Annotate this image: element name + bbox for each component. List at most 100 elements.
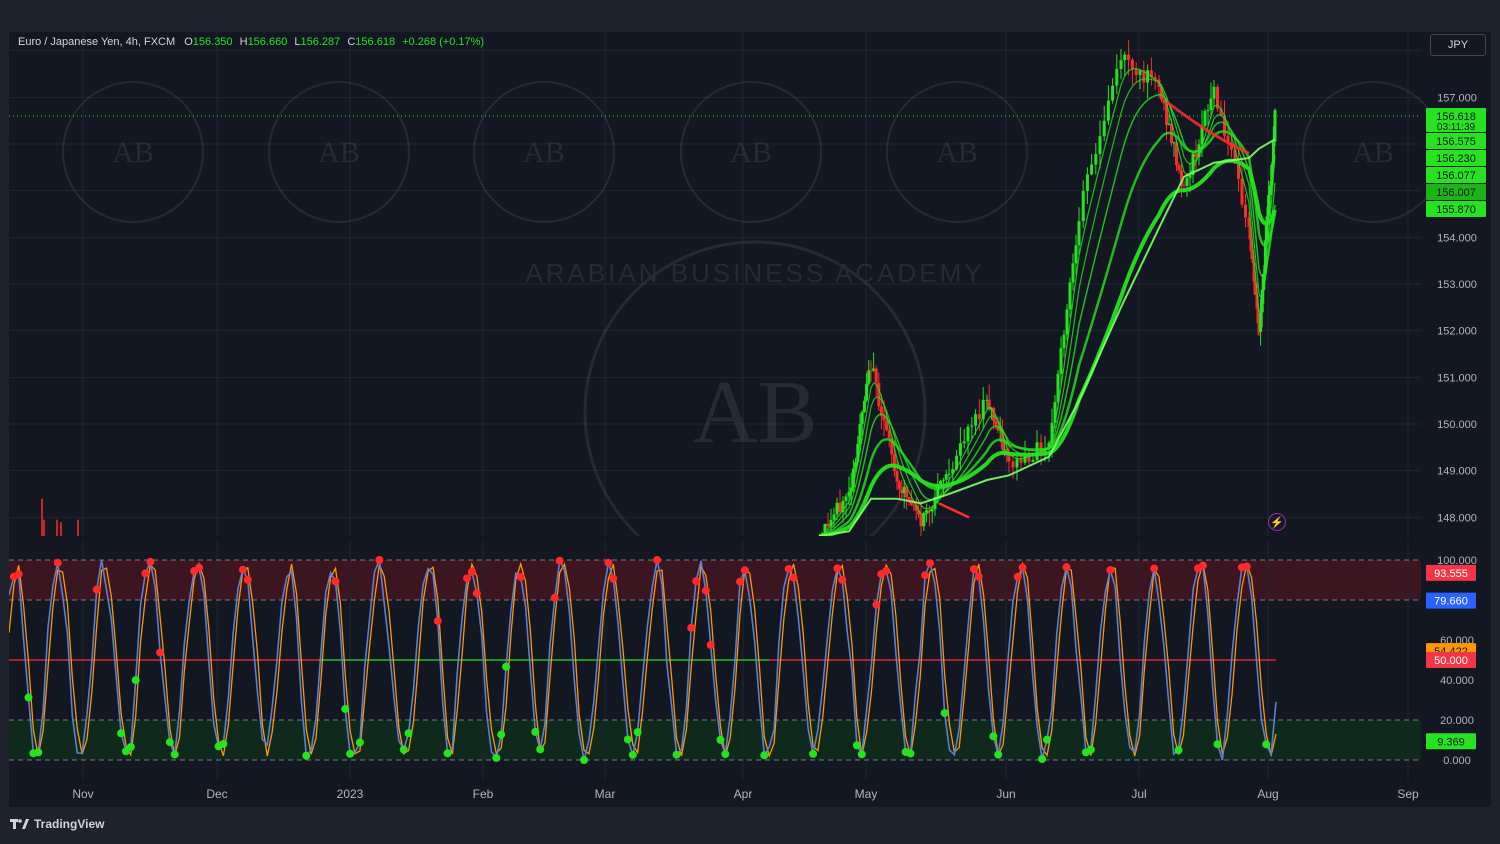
signal-dot bbox=[633, 728, 642, 737]
candle-body bbox=[1265, 216, 1269, 241]
candle-body bbox=[1149, 70, 1153, 78]
signal-dot bbox=[628, 750, 637, 759]
signal-dot bbox=[852, 741, 861, 750]
moving-average-line bbox=[818, 130, 1277, 536]
signal-dot bbox=[1150, 564, 1159, 573]
price-axis-tick: 151.000 bbox=[1437, 372, 1477, 384]
high-label: H bbox=[239, 36, 248, 48]
signal-dot bbox=[609, 574, 618, 583]
candle-body bbox=[974, 414, 978, 426]
candle-body bbox=[1071, 263, 1075, 283]
price-axis-tick: 148.000 bbox=[1437, 512, 1477, 524]
candle-body bbox=[1256, 308, 1260, 324]
signal-dot bbox=[740, 566, 749, 575]
candle-body bbox=[1259, 312, 1263, 332]
candle-body bbox=[1270, 164, 1274, 186]
signal-dot bbox=[701, 586, 710, 595]
close-value: 156.618 bbox=[355, 36, 396, 48]
high-value: 156.660 bbox=[247, 36, 288, 48]
candle-body bbox=[1271, 141, 1275, 165]
signal-dot bbox=[623, 735, 632, 744]
price-axis-tick: 152.000 bbox=[1437, 326, 1477, 338]
candle-body bbox=[944, 474, 948, 480]
candle-body bbox=[1003, 449, 1007, 451]
oscillator-axis-tick: 40.000 bbox=[1440, 675, 1474, 687]
candle-body bbox=[877, 382, 881, 407]
candle-body bbox=[930, 509, 934, 512]
price-tag-text: 156.077 bbox=[1436, 170, 1476, 182]
candle-body bbox=[962, 441, 966, 444]
candle-body bbox=[1102, 120, 1106, 137]
candle-body bbox=[955, 455, 959, 470]
watermark-emblem bbox=[473, 81, 615, 223]
candle-body bbox=[1267, 195, 1271, 217]
price-tag-countdown: 03:11:39 bbox=[1437, 122, 1476, 133]
candle-body bbox=[835, 502, 839, 515]
candle-body bbox=[1194, 153, 1198, 157]
oscillator-chart[interactable]: 100.00080.00060.00040.00020.0000.00093.5… bbox=[9, 540, 1491, 807]
candle-body bbox=[1251, 255, 1255, 263]
candle-body bbox=[1015, 458, 1019, 468]
candle-body bbox=[858, 423, 862, 444]
signal-dot bbox=[735, 577, 744, 586]
candle-body bbox=[1254, 289, 1258, 296]
candle-body bbox=[1248, 226, 1252, 240]
signal-dot bbox=[467, 567, 476, 576]
signal-dot bbox=[146, 557, 155, 566]
candle-body bbox=[905, 486, 909, 497]
candle-body bbox=[925, 510, 929, 513]
price-chart[interactable]: AB AB AB AB AB AB AB ARABIAN BUSINESS ACADEMY 15… bbox=[9, 32, 1491, 536]
signal-dot bbox=[126, 742, 135, 751]
signal-dot bbox=[195, 563, 204, 572]
candle-body bbox=[897, 481, 901, 490]
price-tag-text: 155.870 bbox=[1436, 204, 1476, 216]
candle-body bbox=[1223, 116, 1226, 136]
signal-dot bbox=[784, 564, 793, 573]
currency-button[interactable]: JPY bbox=[1430, 34, 1486, 56]
candle-body bbox=[1253, 281, 1257, 290]
candle-body bbox=[994, 420, 998, 426]
branding-text: TradingView bbox=[34, 817, 105, 831]
signal-dot bbox=[1086, 745, 1095, 754]
oscillator-value-text: 9.369 bbox=[1437, 736, 1465, 748]
tradingview-logo[interactable]: TradingView bbox=[10, 817, 104, 831]
signal-dot bbox=[497, 730, 506, 739]
signal-dot bbox=[1174, 746, 1183, 755]
signal-dot bbox=[1213, 740, 1222, 749]
time-axis-tick: 2023 bbox=[337, 787, 364, 801]
candle-body bbox=[1182, 185, 1186, 187]
candle-body bbox=[885, 420, 889, 431]
candle-body bbox=[895, 471, 899, 482]
lightning-icon[interactable]: ⚡ bbox=[1268, 513, 1286, 531]
candle-body bbox=[1027, 454, 1031, 462]
tradingview-icon bbox=[10, 818, 29, 829]
watermark-monogram: AB bbox=[730, 136, 772, 169]
candle-body bbox=[1237, 163, 1240, 179]
signal-dot bbox=[141, 569, 150, 578]
overbought-zone bbox=[9, 560, 1421, 600]
candle-body bbox=[1050, 422, 1054, 443]
signal-dot bbox=[672, 750, 681, 759]
oscillator-value-box bbox=[1426, 592, 1476, 609]
watermark-emblem bbox=[680, 81, 822, 223]
candle-body bbox=[1153, 77, 1157, 80]
signal-dot bbox=[472, 589, 481, 598]
candle-body bbox=[860, 411, 864, 424]
price-axis-tick: 150.000 bbox=[1437, 419, 1477, 431]
candle-body bbox=[892, 454, 896, 472]
candle-body bbox=[1226, 135, 1230, 144]
candle-body bbox=[832, 514, 836, 520]
candle-body bbox=[1250, 251, 1254, 256]
signal-dot bbox=[706, 640, 715, 649]
candle-body bbox=[1165, 103, 1168, 125]
oscillator-value-text: 79.660 bbox=[1434, 596, 1468, 608]
low-label: L bbox=[294, 36, 301, 48]
time-axis-tick: Jul bbox=[1131, 787, 1146, 801]
candle-body bbox=[1098, 136, 1102, 155]
open-label: O bbox=[184, 36, 193, 48]
candle-body bbox=[879, 406, 883, 416]
candle-body bbox=[823, 523, 827, 536]
time-axis-tick: Sep bbox=[1397, 787, 1419, 801]
candle-body bbox=[1233, 149, 1237, 164]
signal-dot bbox=[906, 749, 915, 758]
